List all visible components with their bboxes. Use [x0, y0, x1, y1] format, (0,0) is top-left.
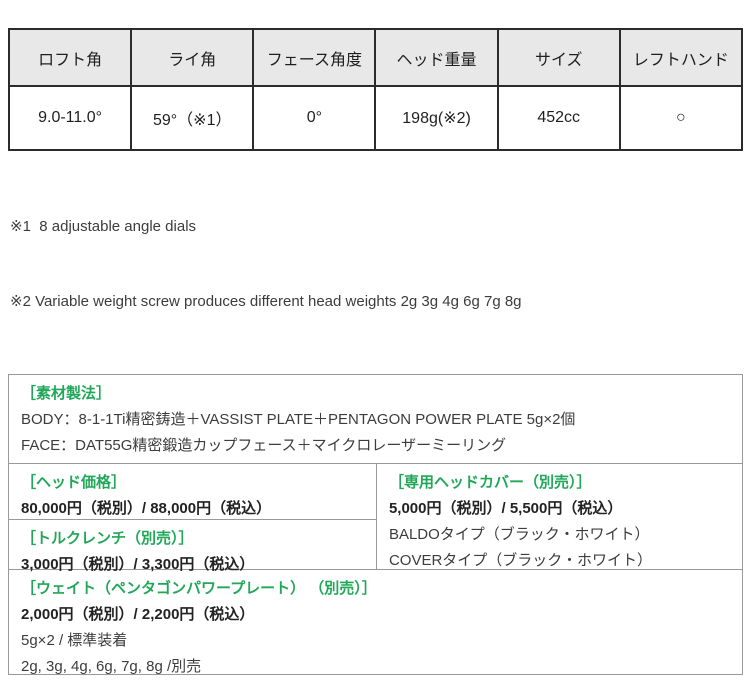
spec-header-size: サイズ	[496, 28, 621, 87]
footnote-1: ※1 8 adjustable angle dials	[10, 218, 197, 235]
torque-wrench-price: 3,000円（税別）/ 3,300円（税込）	[21, 556, 255, 573]
spec-table: ロフト角 ライ角 フェース角度 ヘッド重量 サイズ レフトハンド 9.0-11.…	[7, 28, 744, 151]
material-face-line: FACE：DAT55G精密鍛造カップフェース＋マイクロレーザーミーリング	[21, 437, 507, 454]
head-cover-type-baldo: BALDOタイプ（ブラック・ホワイト）	[388, 526, 650, 543]
section-head-price: ［ヘッド価格］ 80,000円（税別）/ 88,000円（税込）	[9, 464, 376, 520]
section-torque-wrench: ［トルクレンチ（別売）］ 3,000円（税別）/ 3,300円（税込）	[9, 520, 376, 583]
spec-header-row: ロフト角 ライ角 フェース角度 ヘッド重量 サイズ レフトハンド	[7, 28, 744, 87]
golf-club-spec-page: ロフト角 ライ角 フェース角度 ヘッド重量 サイズ レフトハンド 9.0-11.…	[7, 28, 744, 675]
section-material: ［素材製法］ BODY：8-1-1Ti精密鋳造＋VASSIST PLATE＋PE…	[9, 375, 742, 464]
spec-value-size: 452cc	[496, 85, 621, 151]
spec-header-left-hand: レフトハンド	[618, 28, 744, 87]
material-title: ［素材製法］	[21, 385, 112, 402]
spec-value-lie: 59°（※1）	[130, 85, 255, 151]
spec-header-head-weight: ヘッド重量	[374, 28, 499, 87]
section-head-cover: ［専用ヘッドカバー（別売）］ 5,000円（税別）/ 5,500円（税込） BA…	[377, 464, 742, 569]
footnotes: ※1 8 adjustable angle dials ※2 Variable …	[10, 164, 742, 364]
detail-table: ［素材製法］ BODY：8-1-1Ti精密鋳造＋VASSIST PLATE＋PE…	[8, 374, 743, 675]
material-body-line: BODY：8-1-1Ti精密鋳造＋VASSIST PLATE＋PENTAGON …	[21, 411, 576, 428]
spec-value-face-angle: 0°	[252, 85, 377, 151]
spec-header-lie: ライ角	[130, 28, 255, 87]
spec-value-loft: 9.0-11.0°	[7, 85, 133, 151]
weight-title: ［ウェイト（ペンタゴンパワープレート） （別売）］	[21, 580, 377, 597]
spec-value-head-weight: 198g(※2)	[374, 85, 499, 151]
head-cover-price: 5,000円（税別）/ 5,500円（税込）	[388, 500, 623, 517]
footnote-2: ※2 Variable weight screw produces differ…	[10, 293, 522, 310]
head-cover-type-cover: COVERタイプ（ブラック・ホワイト）	[388, 552, 652, 569]
weight-optional-line: 2g, 3g, 4g, 6g, 7g, 8g /別売	[21, 658, 202, 675]
section-weight: ［ウェイト（ペンタゴンパワープレート） （別売）］ 2,000円（税別）/ 2,…	[9, 570, 742, 675]
head-price-value: 80,000円（税別）/ 88,000円（税込）	[21, 500, 272, 517]
detail-middle-row: ［ヘッド価格］ 80,000円（税別）/ 88,000円（税込） ［トルクレンチ…	[9, 464, 742, 573]
weight-price: 2,000円（税別）/ 2,200円（税込）	[21, 606, 255, 623]
spec-header-loft: ロフト角	[7, 28, 133, 87]
weight-standard-line: 5g×2 / 標準装着	[21, 632, 128, 649]
detail-left-column: ［ヘッド価格］ 80,000円（税別）/ 88,000円（税込） ［トルクレンチ…	[9, 464, 377, 573]
torque-wrench-title: ［トルクレンチ（別売）］	[21, 530, 194, 547]
head-price-title: ［ヘッド価格］	[21, 474, 127, 491]
spec-value-left-hand: ○	[618, 85, 744, 151]
spec-value-row: 9.0-11.0° 59°（※1） 0° 198g(※2) 452cc ○	[7, 85, 744, 151]
head-cover-title: ［専用ヘッドカバー（別売）］	[388, 474, 592, 491]
spec-header-face-angle: フェース角度	[252, 28, 377, 87]
